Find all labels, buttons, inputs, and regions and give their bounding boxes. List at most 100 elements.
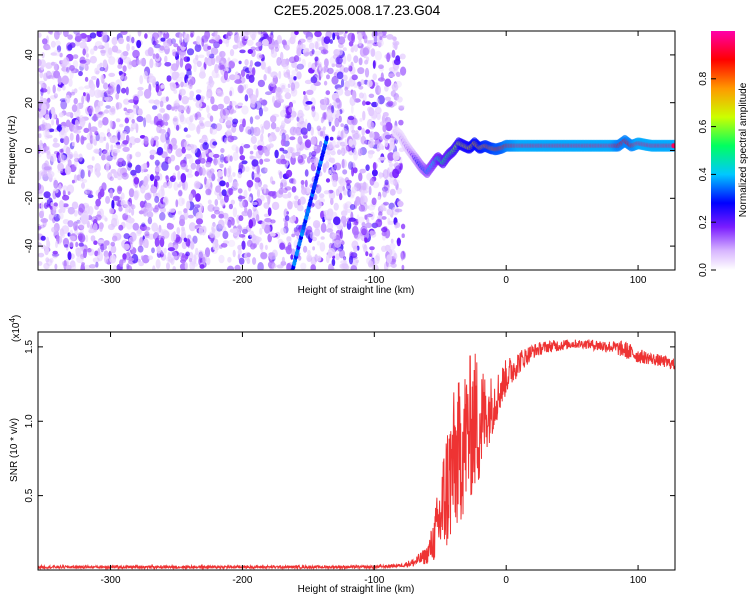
noise-speckle	[188, 222, 196, 232]
noise-speckle	[201, 134, 208, 140]
noise-speckle	[307, 257, 311, 262]
noise-speckle	[164, 55, 168, 63]
noise-speckle	[183, 208, 188, 214]
noise-speckle	[252, 67, 256, 76]
noise-speckle	[343, 32, 347, 39]
noise-speckle	[94, 89, 102, 99]
noise-speckle	[41, 170, 48, 177]
noise-speckle	[373, 255, 380, 265]
noise-speckle	[398, 119, 404, 126]
noise-speckle	[176, 45, 181, 52]
noise-speckle	[237, 102, 244, 107]
noise-speckle	[263, 106, 269, 112]
noise-speckle	[280, 109, 287, 118]
noise-speckle	[109, 81, 116, 87]
noise-speckle	[110, 241, 116, 247]
noise-speckle	[82, 48, 86, 56]
noise-speckle	[228, 203, 233, 210]
noise-speckle	[208, 39, 216, 44]
noise-speckle	[138, 261, 145, 267]
noise-speckle	[265, 91, 272, 96]
noise-speckle	[52, 84, 56, 94]
noise-speckle	[124, 117, 129, 124]
noise-speckle	[45, 70, 52, 80]
colorbar-scale	[711, 31, 735, 270]
noise-speckle	[346, 220, 352, 230]
noise-speckle	[380, 204, 385, 211]
noise-speckle	[226, 265, 235, 270]
noise-speckle	[213, 153, 220, 159]
noise-speckle	[99, 111, 105, 116]
noise-speckle	[47, 170, 55, 178]
noise-speckle	[232, 44, 239, 50]
noise-speckle	[38, 182, 42, 191]
noise-speckle	[229, 100, 233, 110]
noise-speckle	[268, 135, 273, 143]
noise-speckle	[323, 112, 327, 120]
noise-speckle	[358, 172, 363, 182]
noise-speckle	[342, 55, 347, 65]
noise-speckle	[109, 254, 116, 264]
noise-speckle	[344, 125, 350, 135]
noise-speckle	[147, 216, 153, 225]
noise-speckle	[156, 124, 162, 134]
noise-speckle	[250, 135, 257, 144]
snr-x-tick-label: -200	[232, 575, 252, 586]
noise-speckle	[336, 31, 344, 35]
noise-speckle	[164, 114, 168, 120]
noise-speckle	[324, 153, 332, 162]
noise-speckle	[254, 182, 259, 190]
noise-speckle	[56, 185, 63, 191]
noise-speckle	[47, 75, 54, 79]
noise-speckle	[320, 49, 329, 55]
noise-speckle	[117, 186, 123, 192]
noise-speckle	[210, 96, 215, 105]
trace-point	[671, 143, 675, 149]
noise-speckle	[239, 123, 244, 133]
noise-speckle	[169, 208, 176, 213]
noise-speckle	[237, 195, 246, 200]
noise-speckle	[270, 81, 276, 88]
noise-speckle	[123, 98, 130, 105]
noise-speckle	[337, 185, 344, 194]
noise-speckle	[80, 135, 85, 145]
noise-speckle	[101, 31, 108, 36]
noise-speckle	[248, 74, 255, 84]
snr-x-axis: -300 -200 -100 0 100	[101, 332, 647, 586]
noise-speckle	[263, 74, 267, 81]
noise-speckle	[57, 169, 64, 174]
noise-speckle	[365, 101, 371, 106]
noise-speckle	[149, 154, 155, 160]
noise-speckle	[173, 43, 179, 48]
noise-speckle	[97, 251, 103, 262]
noise-speckle	[334, 162, 342, 171]
noise-speckle	[348, 161, 354, 170]
noise-speckle	[43, 72, 48, 82]
noise-speckle	[312, 112, 320, 122]
snr-series-line	[38, 339, 675, 570]
noise-speckle	[330, 157, 336, 164]
noise-speckle	[357, 67, 365, 75]
noise-speckle	[234, 79, 242, 84]
noise-speckle	[168, 258, 173, 264]
noise-speckle	[370, 211, 375, 221]
noise-speckle	[132, 222, 140, 231]
noise-speckle	[219, 117, 224, 124]
noise-speckle	[144, 231, 150, 237]
noise-speckle	[328, 263, 334, 270]
noise-speckle	[230, 199, 235, 205]
noise-speckle	[217, 193, 221, 200]
noise-speckle	[360, 195, 365, 205]
noise-speckle	[233, 34, 240, 44]
noise-speckle	[165, 96, 169, 102]
noise-speckle	[188, 257, 193, 263]
noise-speckle	[242, 228, 248, 235]
noise-speckle	[253, 144, 258, 150]
noise-speckle	[225, 121, 232, 126]
noise-speckle	[65, 66, 70, 73]
noise-speckle	[372, 162, 377, 171]
noise-speckle	[143, 136, 149, 145]
noise-speckle	[136, 115, 144, 123]
noise-speckle	[308, 42, 315, 50]
noise-speckle	[185, 134, 192, 138]
